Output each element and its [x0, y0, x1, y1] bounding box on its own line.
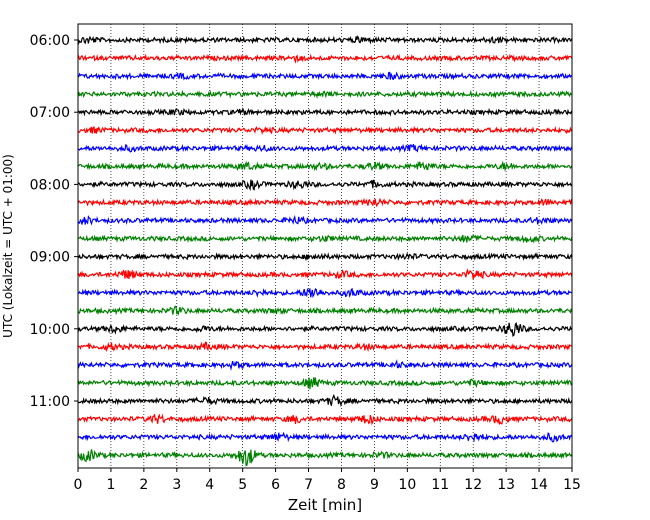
- x-tick-label: 2: [139, 477, 148, 493]
- trace-0730: [77, 143, 573, 154]
- x-tick-label: 13: [497, 477, 515, 493]
- trace-1115: [78, 413, 573, 426]
- x-tick-label: 15: [563, 477, 581, 493]
- trace-0715: [77, 125, 573, 136]
- x-tick-label: 12: [464, 477, 482, 493]
- trace-0945: [77, 305, 573, 317]
- y-tick-label: 11:00: [30, 394, 70, 410]
- y-tick-label: 08:00: [30, 177, 70, 193]
- y-axis: 06:00 07:00 08:00 09:00 10:00 11:00: [30, 33, 78, 410]
- trace-0600: [77, 35, 573, 45]
- seismic-traces: [77, 35, 573, 467]
- trace-0630: [77, 71, 573, 81]
- trace-0845: [77, 234, 573, 244]
- x-tick-label: 1: [106, 477, 115, 493]
- y-tick-label: 10:00: [30, 322, 70, 338]
- trace-0830: [77, 214, 573, 226]
- trace-0745: [77, 160, 573, 172]
- trace-0815: [77, 197, 573, 208]
- x-tick-label: 5: [238, 477, 247, 493]
- x-tick-label: 9: [370, 477, 379, 493]
- x-tick-label: 11: [431, 477, 449, 493]
- plot-area-frame: [77, 23, 573, 469]
- grid-lines: [110, 24, 540, 468]
- x-tick-label: 7: [304, 477, 313, 493]
- trace-0700: [78, 107, 573, 117]
- y-tick-label: 07:00: [30, 105, 70, 121]
- trace-0615: [77, 53, 573, 64]
- x-tick-label: 3: [172, 477, 181, 493]
- trace-1100: [77, 393, 573, 408]
- trace-1000: [77, 322, 573, 337]
- trace-1045: [77, 377, 572, 390]
- x-tick-label: 8: [337, 477, 346, 493]
- x-axis: 0 1 2 3 4 5 6 7 8 9 10 11 12 13 14 15: [74, 468, 581, 493]
- trace-0930: [77, 287, 573, 299]
- x-tick-label: 0: [74, 477, 83, 493]
- y-tick-label: 09:00: [30, 250, 70, 266]
- y-axis-label: UTC (Lokalzeit = UTC + 01:00): [1, 154, 15, 338]
- trace-0800: [77, 179, 573, 192]
- trace-0915: [77, 268, 573, 280]
- x-tick-label: 4: [205, 477, 214, 493]
- trace-0900: [77, 251, 573, 262]
- trace-1145: [77, 449, 573, 467]
- x-tick-label: 6: [271, 477, 280, 493]
- trace-1030: [77, 359, 573, 371]
- x-tick-label: 14: [530, 477, 548, 493]
- x-tick-label: 10: [398, 477, 416, 493]
- y-tick-label: 06:00: [30, 33, 70, 49]
- x-axis-label: Zeit [min]: [288, 496, 362, 514]
- trace-1015: [77, 341, 573, 353]
- trace-1130: [77, 431, 573, 443]
- trace-0645: [77, 89, 573, 99]
